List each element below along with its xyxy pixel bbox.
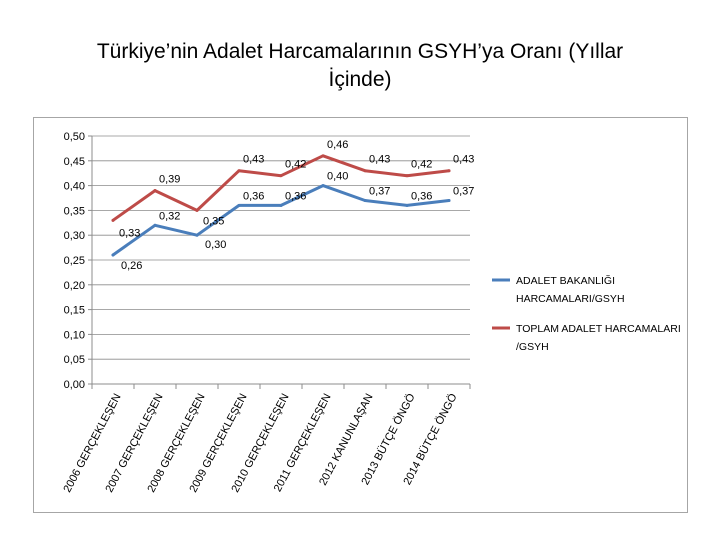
data-label: 0,46 [327, 139, 348, 151]
data-label: 0,36 [243, 190, 264, 202]
data-point [321, 184, 325, 188]
y-tick-label: 0,25 [64, 255, 85, 267]
y-tick-label: 0,15 [64, 305, 85, 317]
slide-title: Türkiye’nin Adalet Harcamalarının GSYH’y… [60, 38, 660, 94]
data-label: 0,32 [159, 210, 180, 222]
y-tick-label: 0,45 [64, 156, 85, 168]
data-point [237, 203, 241, 207]
data-point [279, 203, 283, 207]
y-tick-label: 0,00 [64, 379, 85, 391]
line-chart: 0,00 0,05 0,10 0,15 0,20 0,25 0,30 0,35 0,40 0,45… [61, 131, 681, 495]
data-point [405, 203, 409, 207]
y-tick-label: 0,30 [64, 230, 85, 242]
chart-frame: 0,00 0,05 0,10 0,15 0,20 0,25 0,30 0,35 0,40 0,45… [33, 117, 688, 513]
legend-label-line-2: /GSYH [516, 341, 549, 353]
data-label: 0,43 [243, 154, 264, 166]
legend: ADALET BAKANLIĞI HARCAMALARI/GSYH TOPLAM A… [492, 274, 681, 353]
data-label: 0,37 [453, 185, 474, 197]
data-point [111, 253, 115, 257]
data-label: 0,36 [411, 190, 432, 202]
data-point [237, 169, 241, 173]
data-label: 0,37 [369, 185, 390, 197]
data-point [195, 208, 199, 212]
data-label: 0,33 [119, 227, 140, 239]
data-point [111, 218, 115, 222]
data-label: 0,42 [285, 159, 306, 171]
data-label: 0,35 [203, 215, 224, 227]
data-point [153, 223, 157, 227]
y-tick-label: 0,50 [64, 131, 85, 143]
data-point [321, 154, 325, 158]
data-labels: 0,26 0,32 0,30 0,36 0,36 0,40 0,37 0,36 0,37 0,33… [119, 139, 474, 272]
data-label: 0,30 [205, 239, 226, 251]
data-label: 0,40 [327, 171, 348, 183]
data-point [447, 198, 451, 202]
data-point [363, 169, 367, 173]
y-axis-tick-labels: 0,00 0,05 0,10 0,15 0,20 0,25 0,30 0,35 0,40 0,45… [64, 131, 85, 391]
y-tick-label: 0,10 [64, 329, 85, 341]
data-point [279, 174, 283, 178]
slide-title-line-2: İçinde) [328, 68, 392, 91]
data-point [153, 189, 157, 193]
data-point [195, 233, 199, 237]
data-label: 0,42 [411, 159, 432, 171]
data-label: 0,26 [121, 260, 142, 272]
legend-label-line-1: TOPLAM ADALET HARCAMALARI [516, 323, 681, 335]
data-label: 0,39 [159, 174, 180, 186]
slide-title-line-1: Türkiye’nin Adalet Harcamalarının GSYH’y… [96, 40, 624, 63]
grid-lines [92, 135, 470, 360]
data-label: 0,43 [369, 154, 390, 166]
data-label: 0,43 [453, 154, 474, 166]
y-tick-label: 0,35 [64, 205, 85, 217]
y-tick-label: 0,05 [64, 354, 85, 366]
y-tick-label: 0,40 [64, 181, 85, 193]
y-tick-label: 0,20 [64, 280, 85, 292]
legend-label-line-1: ADALET BAKANLIĞI [516, 274, 615, 287]
data-point [447, 169, 451, 173]
data-point [363, 198, 367, 202]
data-label: 0,36 [285, 190, 306, 202]
legend-label-line-2: HARCAMALARI/GSYH [516, 293, 625, 305]
data-point [405, 174, 409, 178]
axes [88, 135, 471, 389]
series-lines [111, 154, 451, 257]
